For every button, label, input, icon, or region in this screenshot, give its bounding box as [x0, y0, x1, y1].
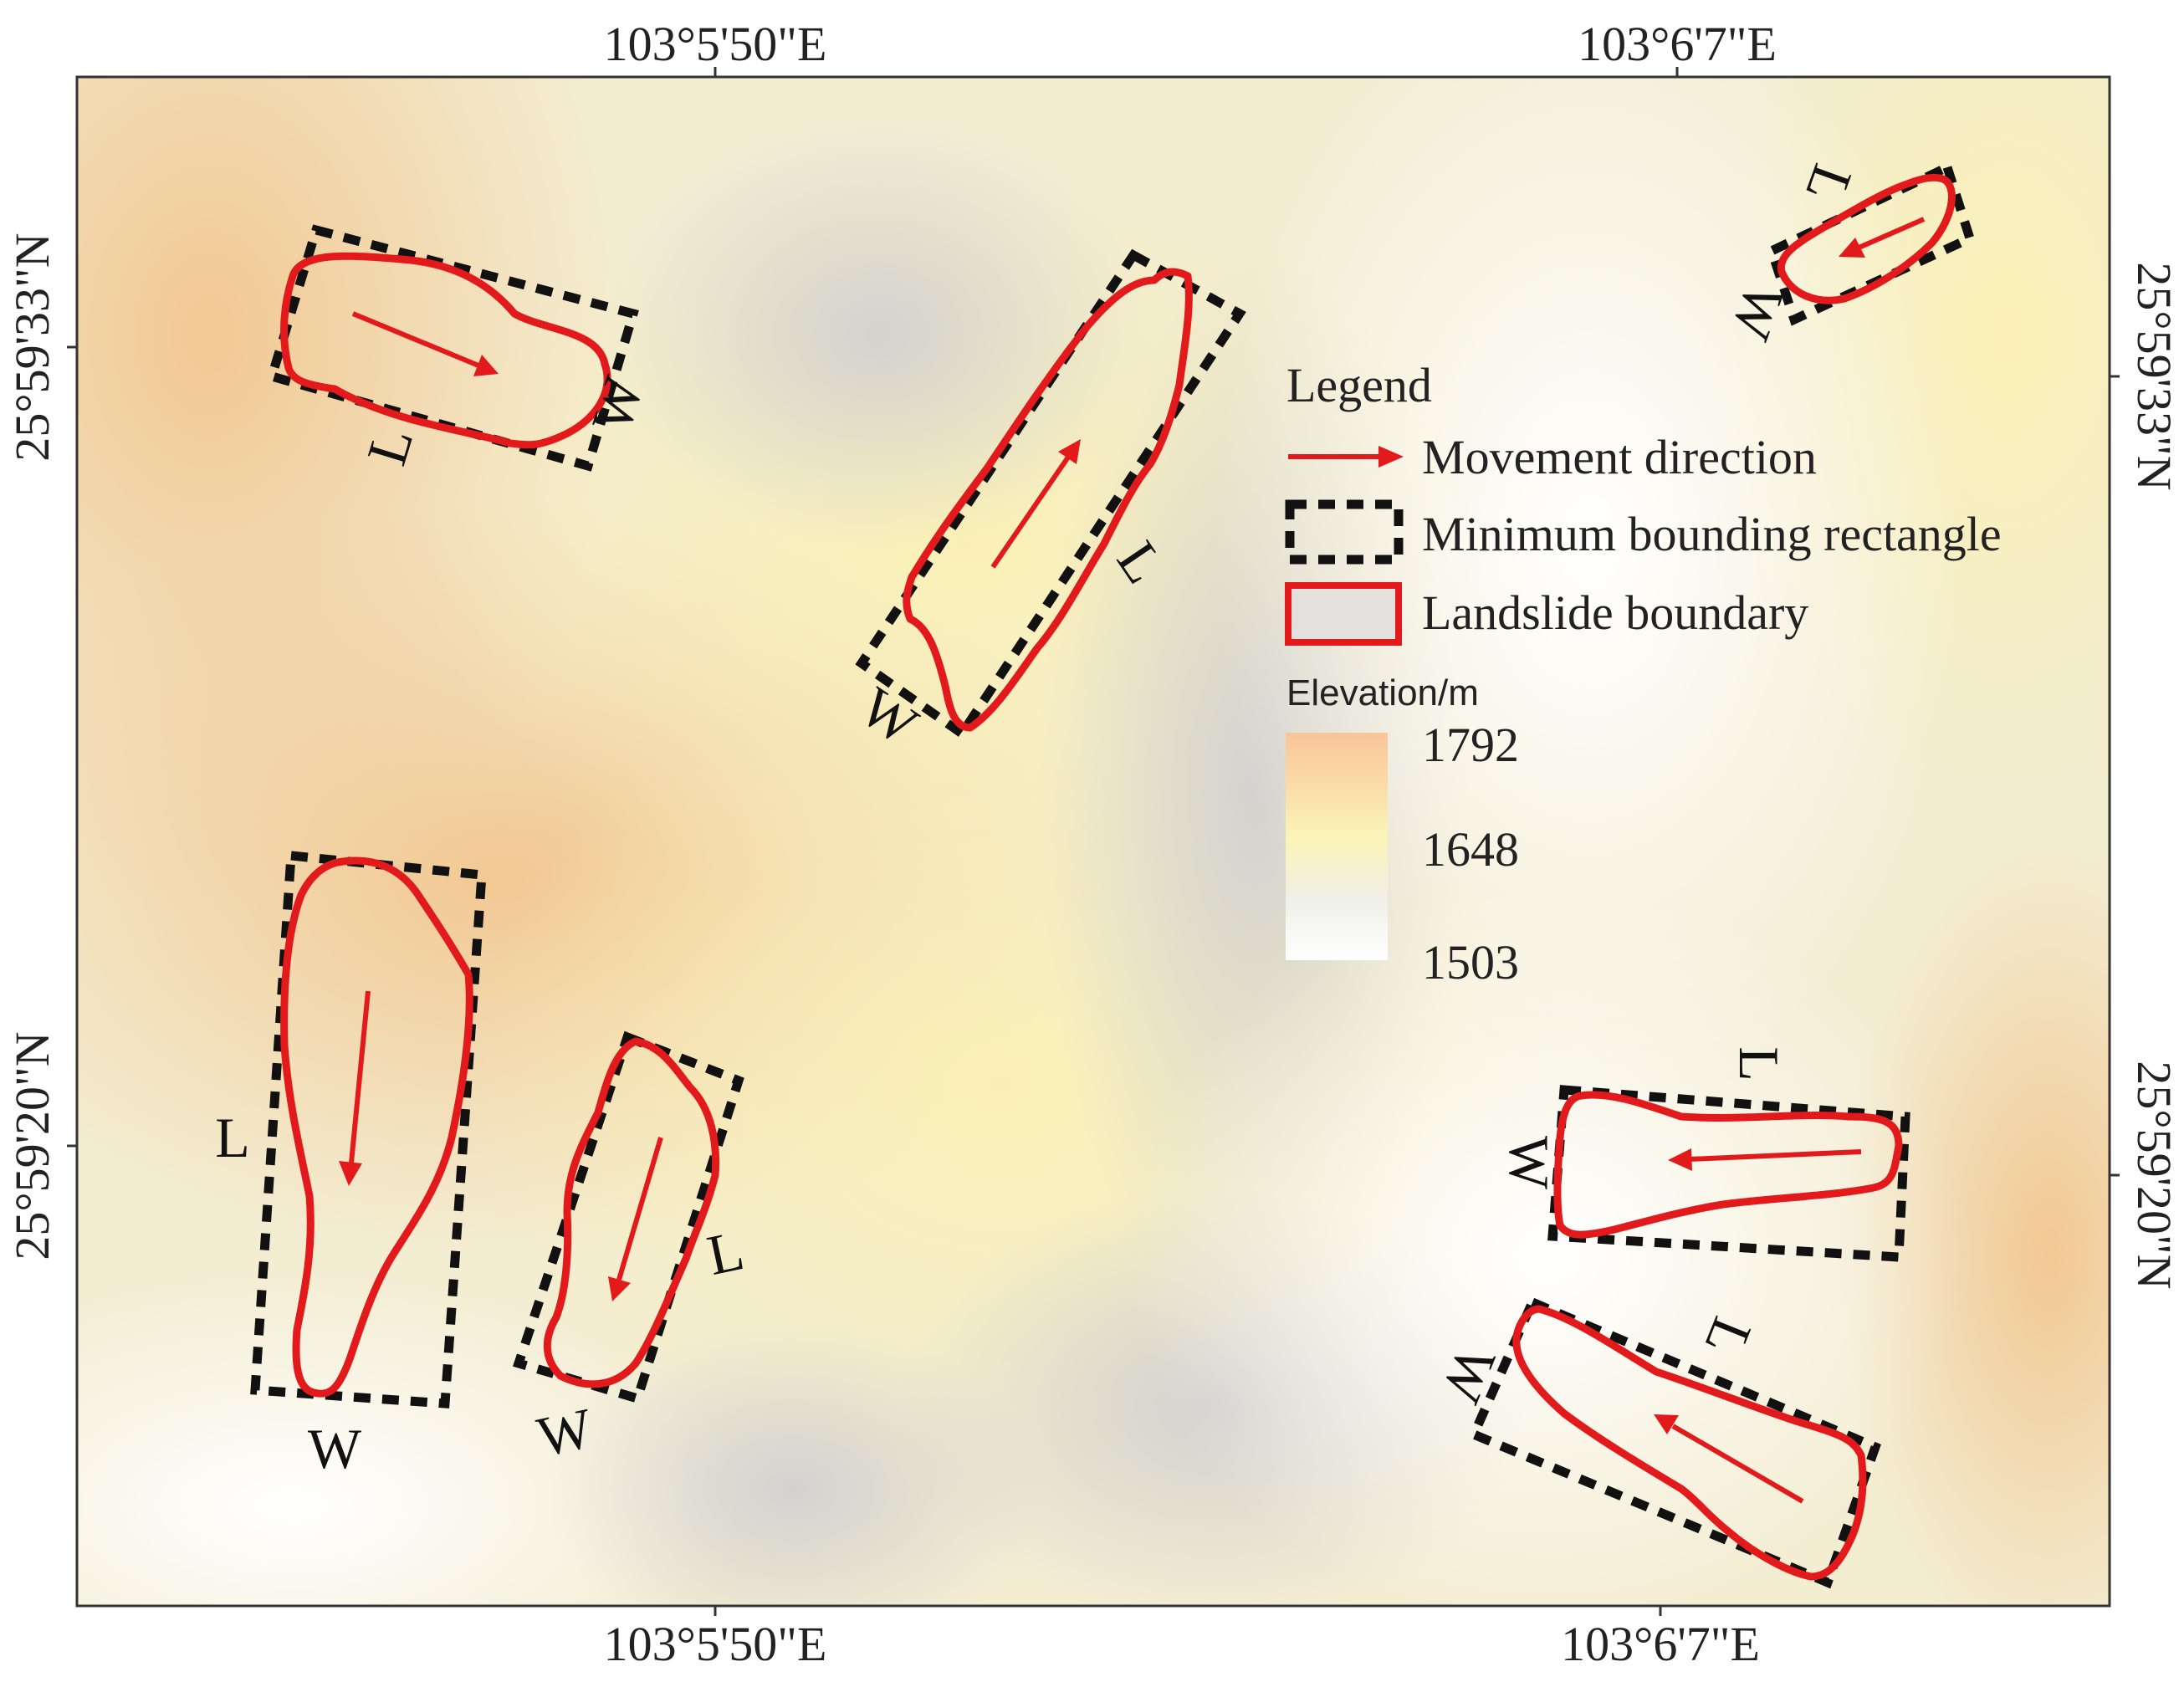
elevation-ramp — [1286, 733, 1388, 960]
landslide-boundary — [543, 1037, 720, 1388]
elevation-mid: 1648 — [1422, 822, 1519, 877]
legend-title: Legend — [1286, 358, 1432, 412]
movement-arrow — [349, 990, 371, 1163]
landslide-boundary — [1777, 173, 1956, 304]
arrow-head — [1839, 238, 1865, 258]
movement-arrow — [1855, 217, 1926, 251]
width-label: W — [1497, 1136, 1561, 1190]
landslide-boundary — [280, 252, 611, 449]
arrow-head — [473, 355, 499, 376]
arrow-head — [1058, 439, 1081, 464]
legend-label-mbr: Minimum bounding rectangle — [1422, 507, 2002, 561]
movement-arrow — [616, 1137, 663, 1281]
landslide-boundary — [1512, 1305, 1867, 1581]
arrow-head — [1668, 1148, 1692, 1171]
width-label: W — [308, 1417, 362, 1480]
landslide-boundary — [280, 856, 473, 1398]
bounding-rectangle — [512, 1030, 744, 1404]
top-lon-label-2: 103°6'7"E — [1578, 17, 1777, 71]
legend-boundary-swatch — [1285, 582, 1402, 646]
legend-mbr-swatch — [1285, 499, 1404, 565]
landslide-6: L W — [1497, 1046, 1910, 1262]
legend-label-boundary: Landslide boundary — [1422, 585, 1808, 640]
tick-marks — [67, 67, 2120, 1616]
legend-arrow-head — [1378, 446, 1404, 468]
bounding-rectangle — [855, 248, 1246, 740]
landslide-boundary — [1553, 1091, 1903, 1239]
movement-arrow — [990, 454, 1072, 569]
elevation-min: 1503 — [1422, 935, 1519, 989]
landslide-boundary — [903, 268, 1193, 732]
arrow-head — [608, 1276, 631, 1301]
length-label: L — [215, 1106, 250, 1169]
right-lat-label-1: 25°59'33"N — [2127, 262, 2181, 490]
length-label: L — [1727, 1046, 1791, 1081]
left-lat-label-1: 25°59'33"N — [5, 233, 59, 461]
movement-arrow — [351, 311, 480, 368]
arrow-head — [339, 1161, 362, 1186]
movement-arrow — [1689, 1149, 1862, 1162]
legend: Legend Movement direction Minimum boundi… — [1285, 358, 2002, 989]
right-lat-label-2: 25°59'20"N — [2127, 1061, 2181, 1289]
arrow-head — [1654, 1414, 1679, 1434]
bottom-lon-label-2: 103°6'7"E — [1561, 1617, 1760, 1671]
left-lat-label-2: 25°59'20"N — [5, 1031, 59, 1260]
elevation-max: 1792 — [1422, 718, 1519, 772]
top-lon-label-1: 103°5'50"E — [604, 17, 827, 71]
bounding-rectangle — [1467, 1296, 1881, 1589]
movement-arrow — [1671, 1424, 1804, 1504]
bottom-lon-label-1: 103°5'50"E — [604, 1617, 827, 1671]
legend-label-movement: Movement direction — [1422, 430, 1817, 484]
bounding-rectangle — [1547, 1085, 1910, 1262]
map-frame — [75, 75, 2111, 1608]
bounding-rectangle — [250, 850, 487, 1408]
landslide-4: L W — [215, 850, 487, 1480]
elevation-title: Elevation/m — [1286, 672, 1479, 713]
